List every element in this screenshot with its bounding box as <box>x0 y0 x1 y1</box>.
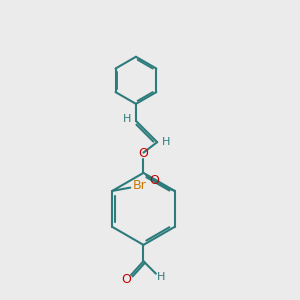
Text: O: O <box>139 147 148 160</box>
Text: O: O <box>121 273 131 286</box>
Text: H: H <box>162 137 170 147</box>
Text: H: H <box>157 272 166 282</box>
Text: Br: Br <box>133 179 147 193</box>
Text: H: H <box>123 114 131 124</box>
Text: O: O <box>149 174 159 187</box>
